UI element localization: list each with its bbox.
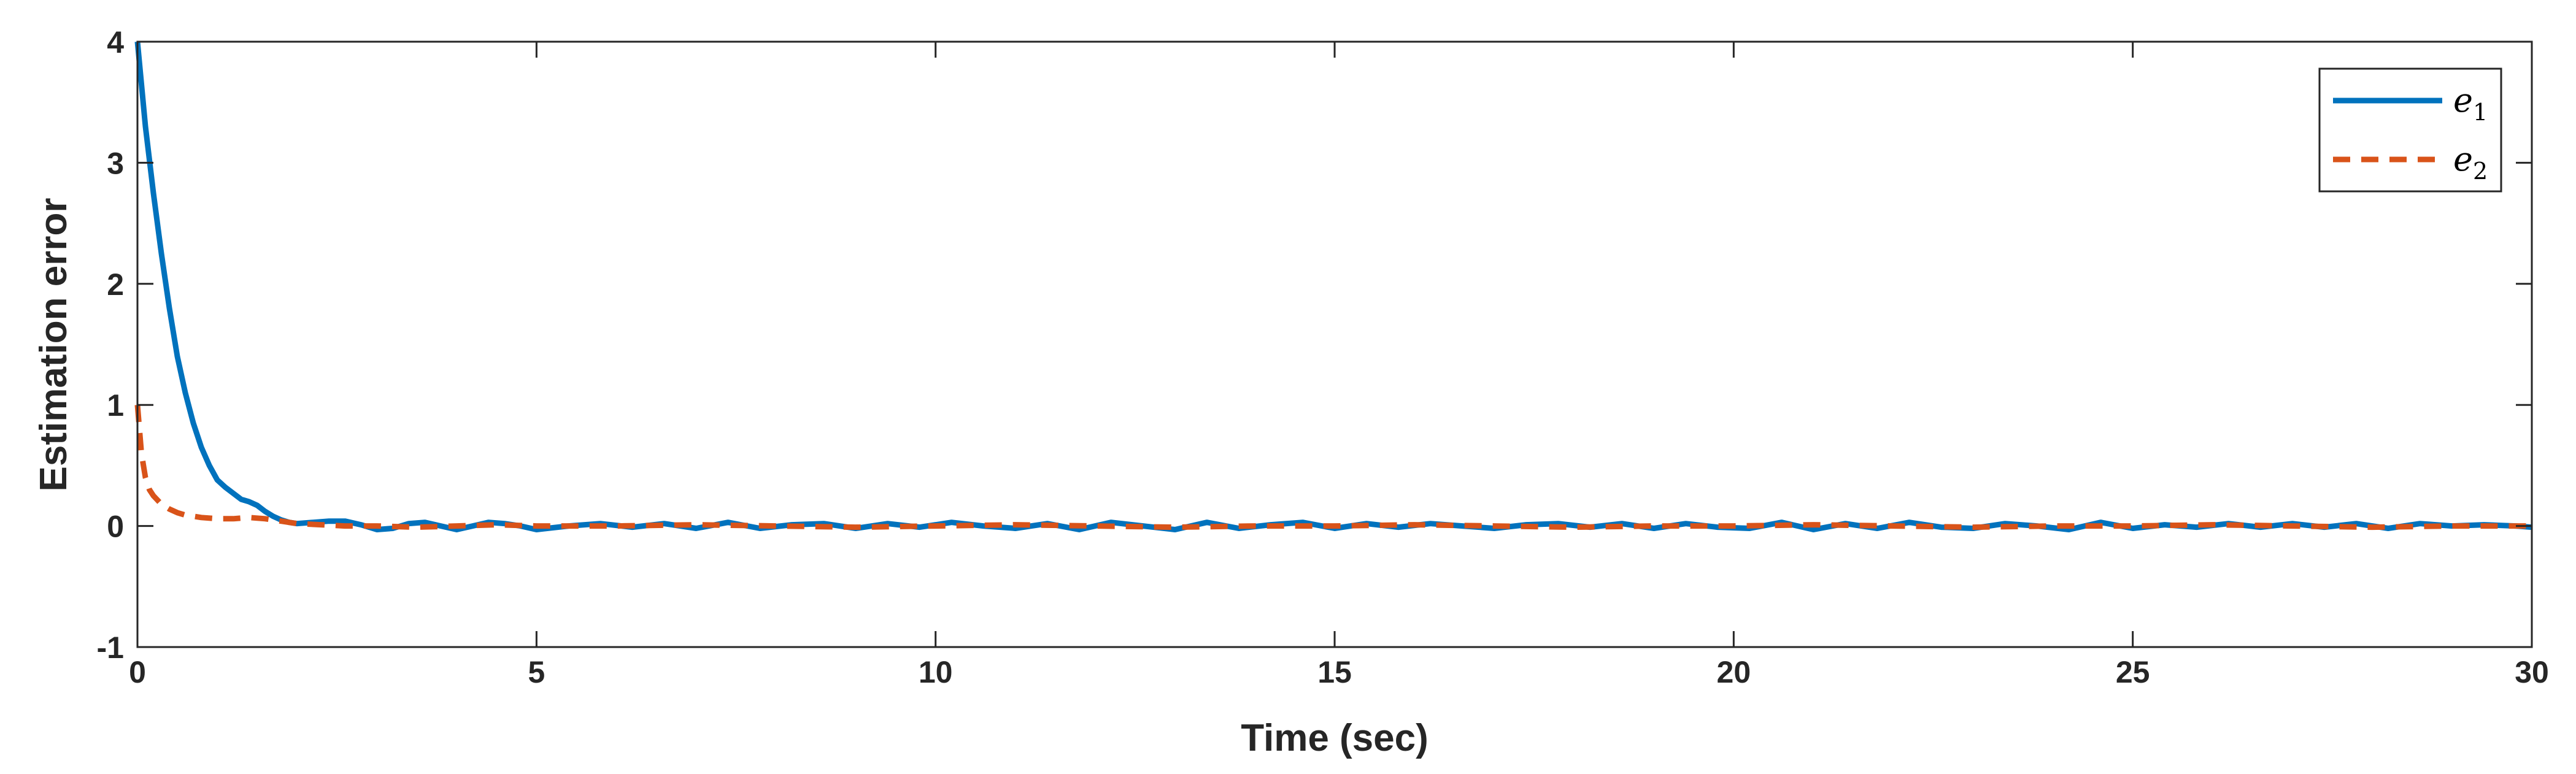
y-tick-label: 1 — [107, 388, 124, 423]
x-tick-label: 15 — [1317, 655, 1352, 689]
x-tick-label: 0 — [129, 655, 146, 689]
x-tick-label: 20 — [1717, 655, 1751, 689]
y-tick-label: -1 — [97, 630, 124, 665]
legend-box — [2318, 67, 2502, 193]
series-layer — [134, 41, 2532, 532]
y-tick-label: 3 — [107, 146, 124, 180]
y-tick-label: 2 — [107, 267, 124, 302]
x-tick-label: 5 — [528, 655, 545, 689]
series-line-e2 — [134, 404, 2532, 531]
y-tick-label: 4 — [107, 25, 124, 59]
series-line-e1 — [134, 41, 2532, 532]
x-tick-label: 10 — [919, 655, 953, 689]
y-axis-label: Estimation error — [33, 198, 75, 492]
y-tick-label: 0 — [107, 510, 124, 544]
x-axis-label: Time (sec) — [1241, 717, 1429, 759]
x-tick-label: 25 — [2116, 655, 2150, 689]
x-tick-label: 30 — [2515, 655, 2549, 689]
plot-area — [137, 42, 2532, 647]
